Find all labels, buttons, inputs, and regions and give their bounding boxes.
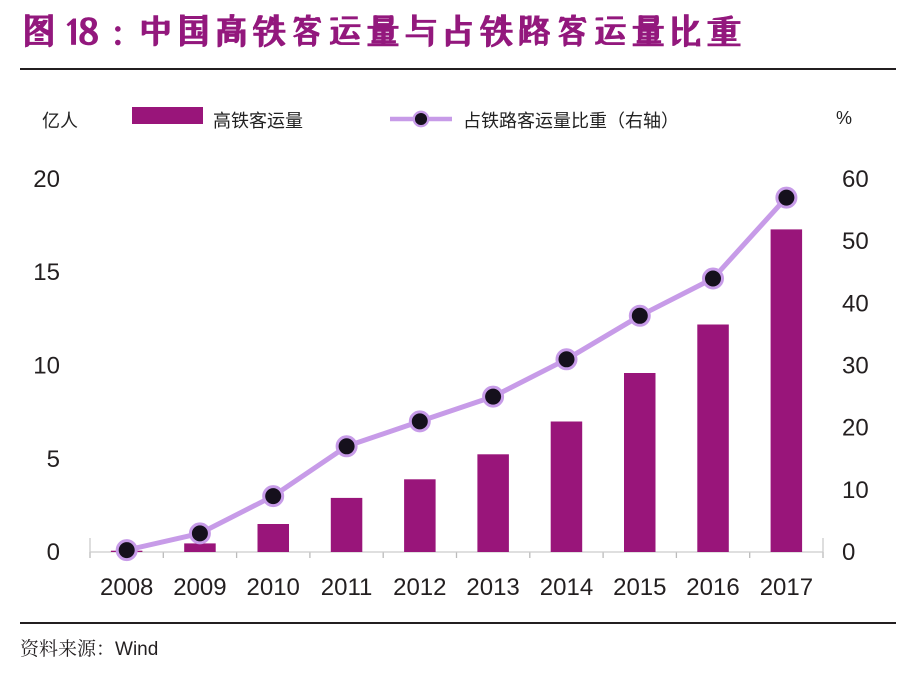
svg-text:10: 10: [842, 477, 869, 504]
svg-text:15: 15: [33, 259, 60, 286]
svg-text:20: 20: [842, 415, 869, 442]
svg-text:0: 0: [842, 539, 855, 566]
svg-text:20: 20: [33, 166, 60, 193]
svg-text:2015: 2015: [613, 574, 666, 601]
svg-text:10: 10: [33, 353, 60, 380]
svg-text:60: 60: [842, 166, 869, 193]
svg-text:2010: 2010: [247, 574, 300, 601]
svg-text:50: 50: [842, 228, 869, 255]
svg-text:5: 5: [47, 446, 60, 473]
svg-text:2017: 2017: [760, 574, 813, 601]
svg-text:2016: 2016: [686, 574, 739, 601]
svg-text:2012: 2012: [393, 574, 446, 601]
svg-text:30: 30: [842, 353, 869, 380]
svg-text:2014: 2014: [540, 574, 593, 601]
svg-text:40: 40: [842, 290, 869, 317]
svg-text:0: 0: [47, 539, 60, 566]
svg-text:2008: 2008: [100, 574, 153, 601]
svg-text:2013: 2013: [466, 574, 519, 601]
svg-text:2009: 2009: [173, 574, 226, 601]
svg-text:2011: 2011: [321, 574, 373, 601]
